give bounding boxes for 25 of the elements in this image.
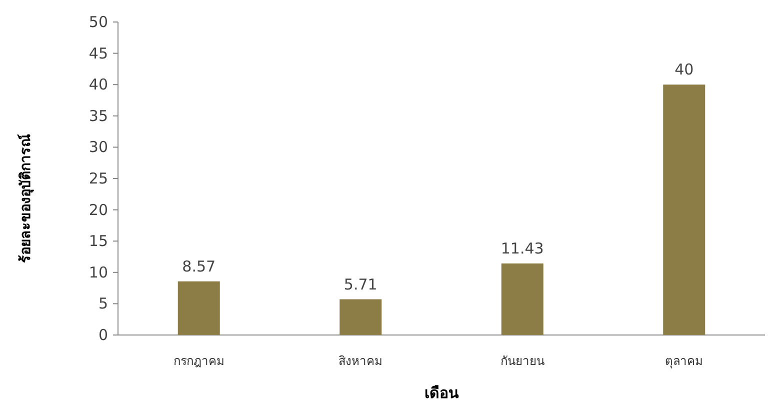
y-tick-label: 20 (88, 200, 108, 219)
y-tick-label: 10 (88, 263, 108, 282)
x-tick-label: ตุลาคม (665, 354, 704, 369)
y-tick-label: 0 (98, 326, 108, 344)
y-tick-label: 30 (88, 138, 108, 156)
bar (178, 281, 220, 335)
y-tick-label: 25 (88, 170, 108, 188)
y-tick-label: 50 (88, 13, 108, 31)
y-tick-label: 45 (88, 44, 108, 62)
data-label: 40 (674, 60, 694, 79)
data-label: 8.57 (182, 257, 216, 276)
data-label: 5.71 (344, 275, 378, 294)
y-tick-label: 15 (88, 232, 108, 250)
x-axis-title: เดือน (424, 384, 460, 402)
y-tick-label: 40 (88, 76, 108, 94)
y-tick-label: 35 (88, 106, 108, 125)
x-tick-label: สิงหาคม (338, 354, 383, 368)
y-tick-label: 5 (98, 294, 108, 313)
y-axis-title: ร้อยละของอุบัติการณ์ (17, 134, 34, 263)
bar (340, 299, 382, 335)
x-tick-label: กันยายน (500, 354, 544, 368)
x-tick-label: กรกฎาคม (173, 354, 224, 368)
bar (501, 263, 544, 335)
data-label: 11.43 (500, 239, 544, 258)
bar (663, 84, 706, 335)
